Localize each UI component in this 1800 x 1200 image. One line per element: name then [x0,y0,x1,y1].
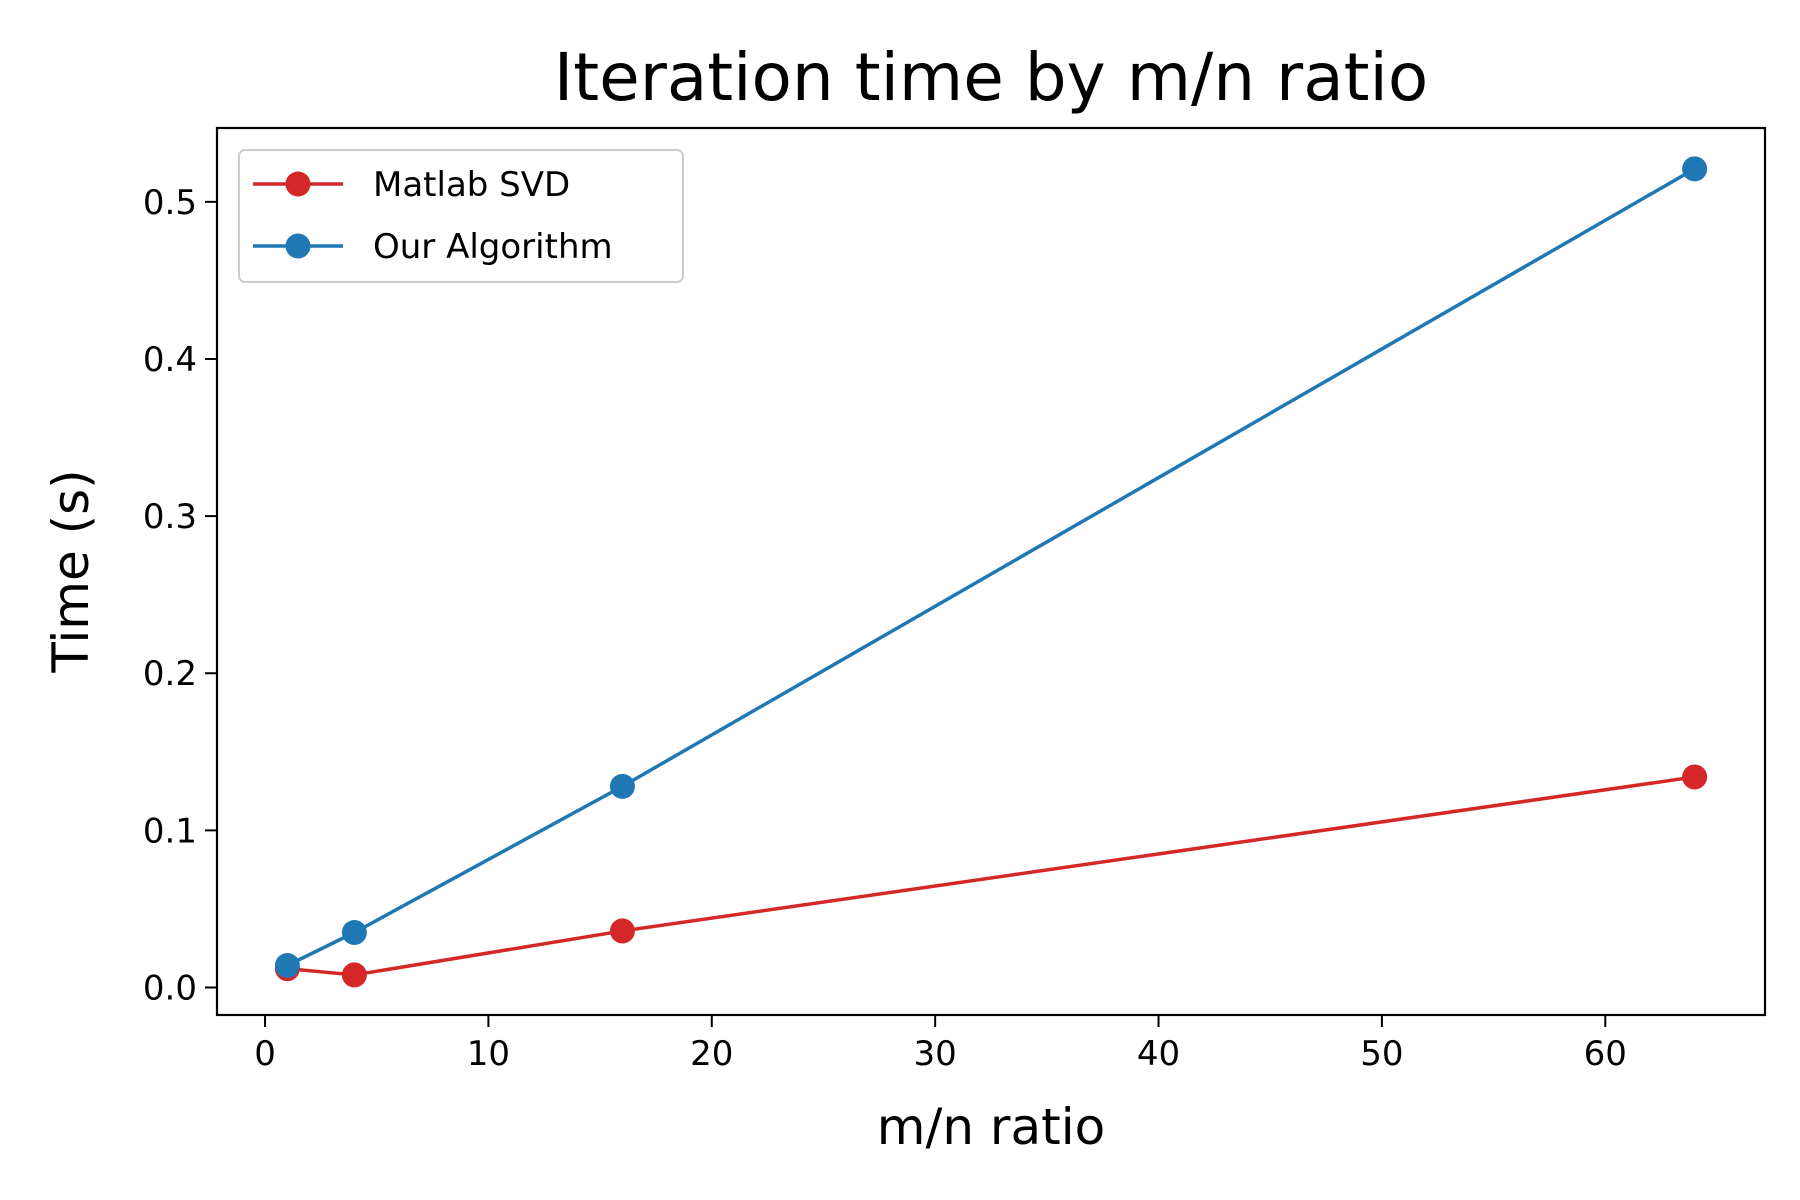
matlab-svd-legend-marker [285,171,311,197]
matlab-svd-point [1682,764,1708,790]
our-algorithm-legend-marker [285,233,311,259]
matlab-svd-point [341,962,367,988]
x-axis-ticks: 0 10 20 30 40 50 60 [254,1015,1627,1074]
our-algorithm-point [609,773,635,799]
y-tick-label: 0.4 [143,340,197,380]
our-algorithm-point [274,953,300,979]
plot-frame [215,126,1767,1017]
our-algorithm-point [1682,156,1708,182]
matlab-svd-legend-label: Matlab SVD [373,165,570,205]
y-tick-label: 0.3 [143,497,197,537]
x-tick-label: 30 [914,1034,957,1074]
our-algorithm-legend-label: Our Algorithm [373,227,613,267]
our-algorithm-point [341,920,367,946]
y-tick-label: 0.0 [143,969,197,1009]
x-tick-label: 60 [1584,1034,1627,1074]
y-axis-label: Time (s) [42,469,100,673]
x-tick-label: 0 [254,1034,276,1074]
x-tick-label: 50 [1360,1034,1403,1074]
y-axis-ticks: 0.0 0.1 0.2 0.3 0.4 0.5 [143,183,217,1009]
y-tick-label: 0.1 [143,811,197,851]
plot-series [274,156,1708,988]
our-algorithm-line [286,167,1696,968]
y-tick-label: 0.5 [143,183,197,223]
y-tick-label: 0.2 [143,654,197,694]
legend-box [238,149,684,283]
x-axis-label: m/n ratio [877,1098,1105,1156]
matlab-svd-point [609,918,635,944]
matlab-svd-line [287,775,1695,977]
x-tick-label: 40 [1137,1034,1180,1074]
x-tick-label: 20 [690,1034,733,1074]
chart-title: Iteration time by m/n ratio [554,39,1428,116]
x-tick-label: 10 [467,1034,510,1074]
legend: Matlab SVD Our Algorithm [238,149,684,283]
